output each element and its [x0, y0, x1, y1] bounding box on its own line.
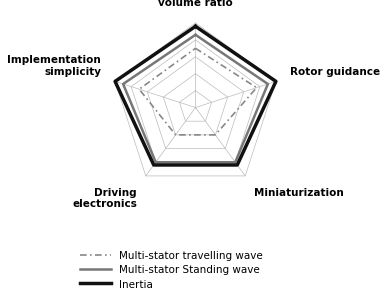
Text: Stator-to-rotor
volume ratio: Stator-to-rotor volume ratio — [152, 0, 239, 8]
Text: Implementation
simplicity: Implementation simplicity — [7, 55, 101, 77]
Text: Miniaturization: Miniaturization — [254, 188, 344, 198]
Text: Rotor guidance: Rotor guidance — [290, 67, 380, 77]
Text: Driving
electronics: Driving electronics — [72, 188, 137, 210]
Legend: Multi-stator travelling wave, Multi-stator Standing wave, Inertia: Multi-stator travelling wave, Multi-stat… — [75, 246, 267, 294]
